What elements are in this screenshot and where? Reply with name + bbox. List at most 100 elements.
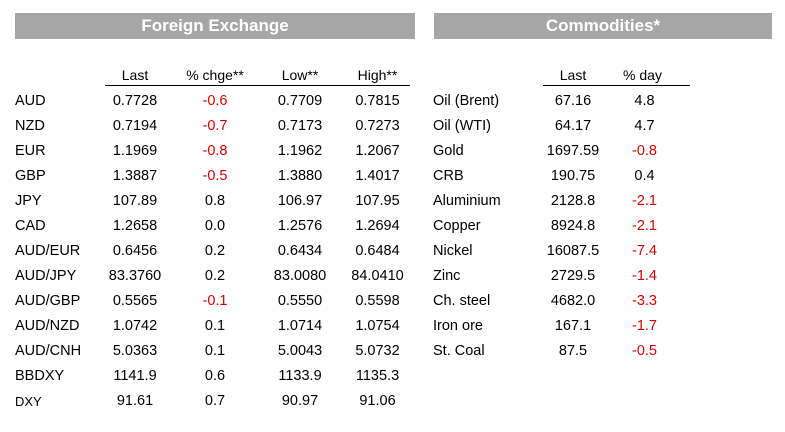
fx-cell-low: 0.7709: [277, 93, 323, 109]
fx-cell-low: 1.1962: [277, 143, 323, 159]
commodities-header-rule: [543, 85, 690, 86]
fx-cell-low: 1133.9: [278, 368, 322, 384]
commodities-cell-last: 2128.8: [550, 193, 596, 209]
fx-header-chge: % chge**: [186, 67, 244, 83]
fx-cell-chge: 0.2: [204, 268, 226, 284]
fx-row: AUD/GBP 0.5565 -0.1 0.5550 0.5598: [0, 289, 420, 314]
fx-cell-low: 83.0080: [273, 268, 327, 284]
fx-cell-low: 106.97: [277, 193, 323, 209]
commodities-cell-last: 1697.59: [546, 143, 600, 159]
fx-cell-chge: -0.6: [202, 93, 228, 109]
commodities-cell-last: 167.1: [554, 318, 592, 334]
commodities-row: Zinc 2729.5 -1.4: [0, 264, 700, 289]
fx-cell-chge: -0.8: [202, 143, 228, 159]
fx-cell-low: 1.3880: [277, 168, 323, 184]
fx-cell-high: 1.0754: [355, 318, 400, 334]
fx-cell-name: NZD: [15, 118, 45, 134]
fx-cell-chge: 0.1: [204, 318, 226, 334]
commodities-cell-day: -1.7: [632, 318, 657, 334]
fx-cell-low: 5.0043: [277, 343, 323, 359]
fx-cell-last: 1.2658: [112, 218, 158, 234]
fx-cell-name: BBDXY: [15, 368, 65, 384]
commodities-cell-day: -7.4: [632, 243, 657, 259]
commodities-cell-day: 4.7: [634, 118, 655, 134]
fx-row: AUD/NZD 1.0742 0.1 1.0714 1.0754: [0, 314, 420, 339]
fx-cell-name: AUD/EUR: [15, 243, 81, 259]
commodities-cell-name: Aluminium: [433, 193, 501, 209]
commodities-header-last: Last: [559, 67, 587, 83]
fx-cell-high: 0.5598: [355, 293, 400, 309]
commodities-cell-name: Nickel: [433, 243, 473, 259]
commodities-cell-day: -0.5: [632, 343, 657, 359]
fx-cell-name: AUD/NZD: [15, 318, 80, 334]
fx-cell-high: 0.7273: [355, 118, 400, 134]
commodities-title: Commodities*: [434, 13, 772, 39]
commodities-row: Nickel 16087.5 -7.4: [0, 239, 700, 264]
commodities-cell-day: -3.3: [632, 293, 657, 309]
fx-cell-high: 1.4017: [355, 168, 400, 184]
fx-row: AUD 0.7728 -0.6 0.7709 0.7815: [0, 89, 420, 114]
fx-row: AUD/CNH 5.0363 0.1 5.0043 5.0732: [0, 339, 420, 364]
commodities-cell-name: Ch. steel: [433, 293, 491, 309]
fx-cell-low: 90.97: [281, 393, 319, 409]
fx-cell-low: 0.7173: [277, 118, 323, 134]
fx-cell-chge: 0.0: [204, 218, 226, 234]
commodities-row: Ch. steel 4682.0 -3.3: [0, 289, 700, 314]
commodities-row: Oil (Brent) 67.16 4.8: [0, 89, 700, 114]
commodities-cell-day: -1.4: [632, 268, 657, 284]
fx-cell-high: 1.2694: [355, 218, 400, 234]
fx-cell-high: 1.2067: [355, 143, 400, 159]
commodities-row: Aluminium 2128.8 -2.1: [0, 189, 700, 214]
fx-cell-last: 1.3887: [112, 168, 158, 184]
fx-cell-high: 107.95: [355, 193, 400, 209]
fx-cell-low: 0.5550: [277, 293, 323, 309]
fx-cell-name: JPY: [15, 193, 42, 209]
fx-cell-last: 5.0363: [112, 343, 158, 359]
commodities-cell-last: 64.17: [554, 118, 592, 134]
fx-cell-name: AUD: [15, 93, 46, 109]
fx-cell-last: 1.0742: [112, 318, 158, 334]
fx-cell-chge: -0.5: [202, 168, 228, 184]
fx-cell-last: 0.5565: [112, 293, 158, 309]
commodities-cell-last: 4682.0: [550, 293, 596, 309]
commodities-cell-last: 87.5: [558, 343, 588, 359]
fx-header-low: Low**: [281, 67, 319, 83]
fx-cell-high: 1135.3: [355, 368, 400, 384]
commodities-row: Copper 8924.8 -2.1: [0, 214, 700, 239]
commodities-row: Gold 1697.59 -0.8: [0, 139, 700, 164]
fx-cell-last: 1.1969: [112, 143, 158, 159]
commodities-cell-name: Oil (Brent): [433, 93, 500, 109]
fx-cell-chge: 0.7: [204, 393, 226, 409]
fx-row: BBDXY 1141.9 0.6 1133.9 1135.3: [0, 364, 420, 389]
fx-row: NZD 0.7194 -0.7 0.7173 0.7273: [0, 114, 420, 139]
fx-row: AUD/EUR 0.6456 0.2 0.6434 0.6484: [0, 239, 420, 264]
fx-cell-high: 84.0410: [351, 268, 404, 284]
fx-row: GBP 1.3887 -0.5 1.3880 1.4017: [0, 164, 420, 189]
fx-cell-high: 91.06: [359, 393, 396, 409]
fx-row: JPY 107.89 0.8 106.97 107.95: [0, 189, 420, 214]
commodities-cell-last: 16087.5: [546, 243, 600, 259]
commodities-header-day: % day: [623, 67, 662, 83]
commodities-cell-name: CRB: [433, 168, 464, 184]
fx-cell-last: 0.7728: [112, 93, 158, 109]
commodities-cell-name: St. Coal: [433, 343, 485, 359]
fx-header-rule: [105, 85, 410, 86]
fx-header-high: High**: [357, 67, 398, 83]
commodities-cell-day: -2.1: [632, 218, 657, 234]
commodities-cell-day: -0.8: [632, 143, 657, 159]
commodities-row: CRB 190.75 0.4: [0, 164, 700, 189]
fx-cell-name: EUR: [15, 143, 46, 159]
commodities-cell-day: 4.8: [634, 93, 655, 109]
fx-cell-chge: 0.1: [204, 343, 226, 359]
commodities-cell-last: 8924.8: [550, 218, 596, 234]
fx-cell-last: 0.7194: [112, 118, 158, 134]
commodities-cell-name: Gold: [433, 143, 464, 159]
fx-cell-last: 107.89: [112, 193, 158, 209]
fx-cell-high: 0.7815: [355, 93, 400, 109]
fx-cell-name: GBP: [15, 168, 46, 184]
fx-cell-chge: 0.2: [204, 243, 226, 259]
commodities-cell-last: 190.75: [550, 168, 596, 184]
fx-cell-chge: 0.8: [204, 193, 226, 209]
commodities-cell-name: Zinc: [433, 268, 461, 284]
commodities-cell-name: Oil (WTI): [433, 118, 491, 134]
